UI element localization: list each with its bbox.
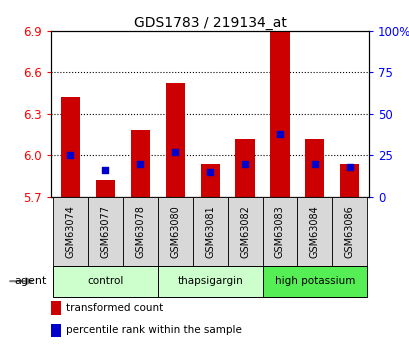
Text: GSM63080: GSM63080 — [170, 205, 180, 257]
Bar — [200, 164, 219, 197]
Bar — [332, 197, 366, 266]
Bar — [305, 139, 324, 197]
Text: GSM63086: GSM63086 — [344, 205, 354, 257]
Bar — [88, 197, 123, 266]
Text: GSM63082: GSM63082 — [239, 205, 249, 258]
Bar — [262, 266, 366, 297]
Text: GSM63077: GSM63077 — [100, 205, 110, 258]
Point — [346, 164, 352, 170]
Point — [102, 167, 108, 173]
Bar — [297, 197, 332, 266]
Text: GSM63078: GSM63078 — [135, 205, 145, 258]
Bar — [270, 31, 289, 197]
Bar — [165, 83, 184, 197]
Point — [137, 161, 143, 166]
Bar — [61, 97, 80, 197]
Title: GDS1783 / 219134_at: GDS1783 / 219134_at — [133, 16, 286, 30]
Text: transformed count: transformed count — [65, 303, 162, 313]
Bar — [227, 197, 262, 266]
Text: high potassium: high potassium — [274, 276, 354, 286]
Bar — [53, 266, 157, 297]
Text: GSM63083: GSM63083 — [274, 205, 284, 257]
Bar — [53, 197, 88, 266]
Point — [276, 131, 283, 137]
Text: agent: agent — [15, 276, 47, 286]
Text: GSM63081: GSM63081 — [204, 205, 215, 257]
Bar — [157, 266, 262, 297]
Bar — [123, 197, 157, 266]
Point — [311, 161, 317, 166]
Point — [241, 161, 248, 166]
Point — [206, 169, 213, 175]
Point — [171, 149, 178, 155]
Text: GSM63084: GSM63084 — [309, 205, 319, 257]
Point — [67, 152, 74, 158]
Bar — [235, 139, 254, 197]
Bar — [339, 164, 359, 197]
Bar — [96, 180, 115, 197]
Bar — [262, 197, 297, 266]
Bar — [130, 130, 150, 197]
Bar — [51, 324, 61, 337]
Bar — [157, 197, 192, 266]
Text: thapsigargin: thapsigargin — [177, 276, 243, 286]
Text: control: control — [87, 276, 123, 286]
Text: GSM63074: GSM63074 — [65, 205, 75, 258]
Bar — [51, 301, 61, 315]
Bar — [192, 197, 227, 266]
Text: percentile rank within the sample: percentile rank within the sample — [65, 325, 241, 335]
